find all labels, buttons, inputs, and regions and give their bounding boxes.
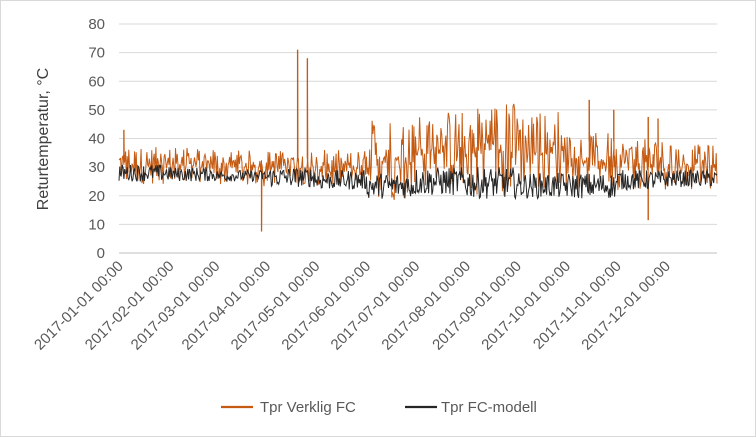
x-tick-label: 2017-12-01 00:00 (578, 258, 674, 354)
y-tick-label: 60 (88, 73, 105, 90)
y-tick-label: 70 (88, 45, 105, 62)
x-tick-label: 2017-01-01 00:00 (31, 258, 127, 354)
series-line-1 (118, 164, 718, 201)
x-tick-label: 2017-04-01 00:00 (179, 258, 275, 354)
x-tick-label: 2017-10-01 00:00 (478, 258, 574, 354)
x-tick-label: 2017-03-01 00:00 (128, 258, 224, 354)
legend: Tpr Verklig FC Tpr FC-modell (221, 399, 537, 416)
x-tick-label: 2017-07-01 00:00 (328, 258, 424, 354)
x-tick-label: 2017-06-01 00:00 (278, 258, 374, 354)
y-tick-label: 80 (88, 16, 105, 33)
y-tick-label: 20 (88, 188, 105, 205)
y-tick-label: 0 (97, 245, 105, 262)
x-tick-label: 2017-09-01 00:00 (429, 258, 525, 354)
y-tick-label: 30 (88, 159, 105, 176)
legend-label-verklig: Tpr Verklig FC (260, 399, 356, 416)
y-tick-label: 40 (88, 131, 105, 148)
x-tick-label: 2017-08-01 00:00 (378, 258, 474, 354)
gridlines (119, 23, 717, 225)
y-tick-label: 50 (88, 102, 105, 119)
y-tick-label: 10 (88, 216, 105, 233)
x-tick-label: 2017-05-01 00:00 (228, 258, 324, 354)
y-axis-label: Returtemperatur, °C (35, 68, 52, 210)
x-tick-label: 2017-11-01 00:00 (530, 258, 625, 353)
series-line-0 (118, 49, 718, 232)
y-tick-labels: 0 10 20 30 40 50 60 70 80 (88, 16, 105, 262)
plot-area (118, 49, 718, 232)
legend-label-modell: Tpr FC-modell (441, 399, 537, 416)
